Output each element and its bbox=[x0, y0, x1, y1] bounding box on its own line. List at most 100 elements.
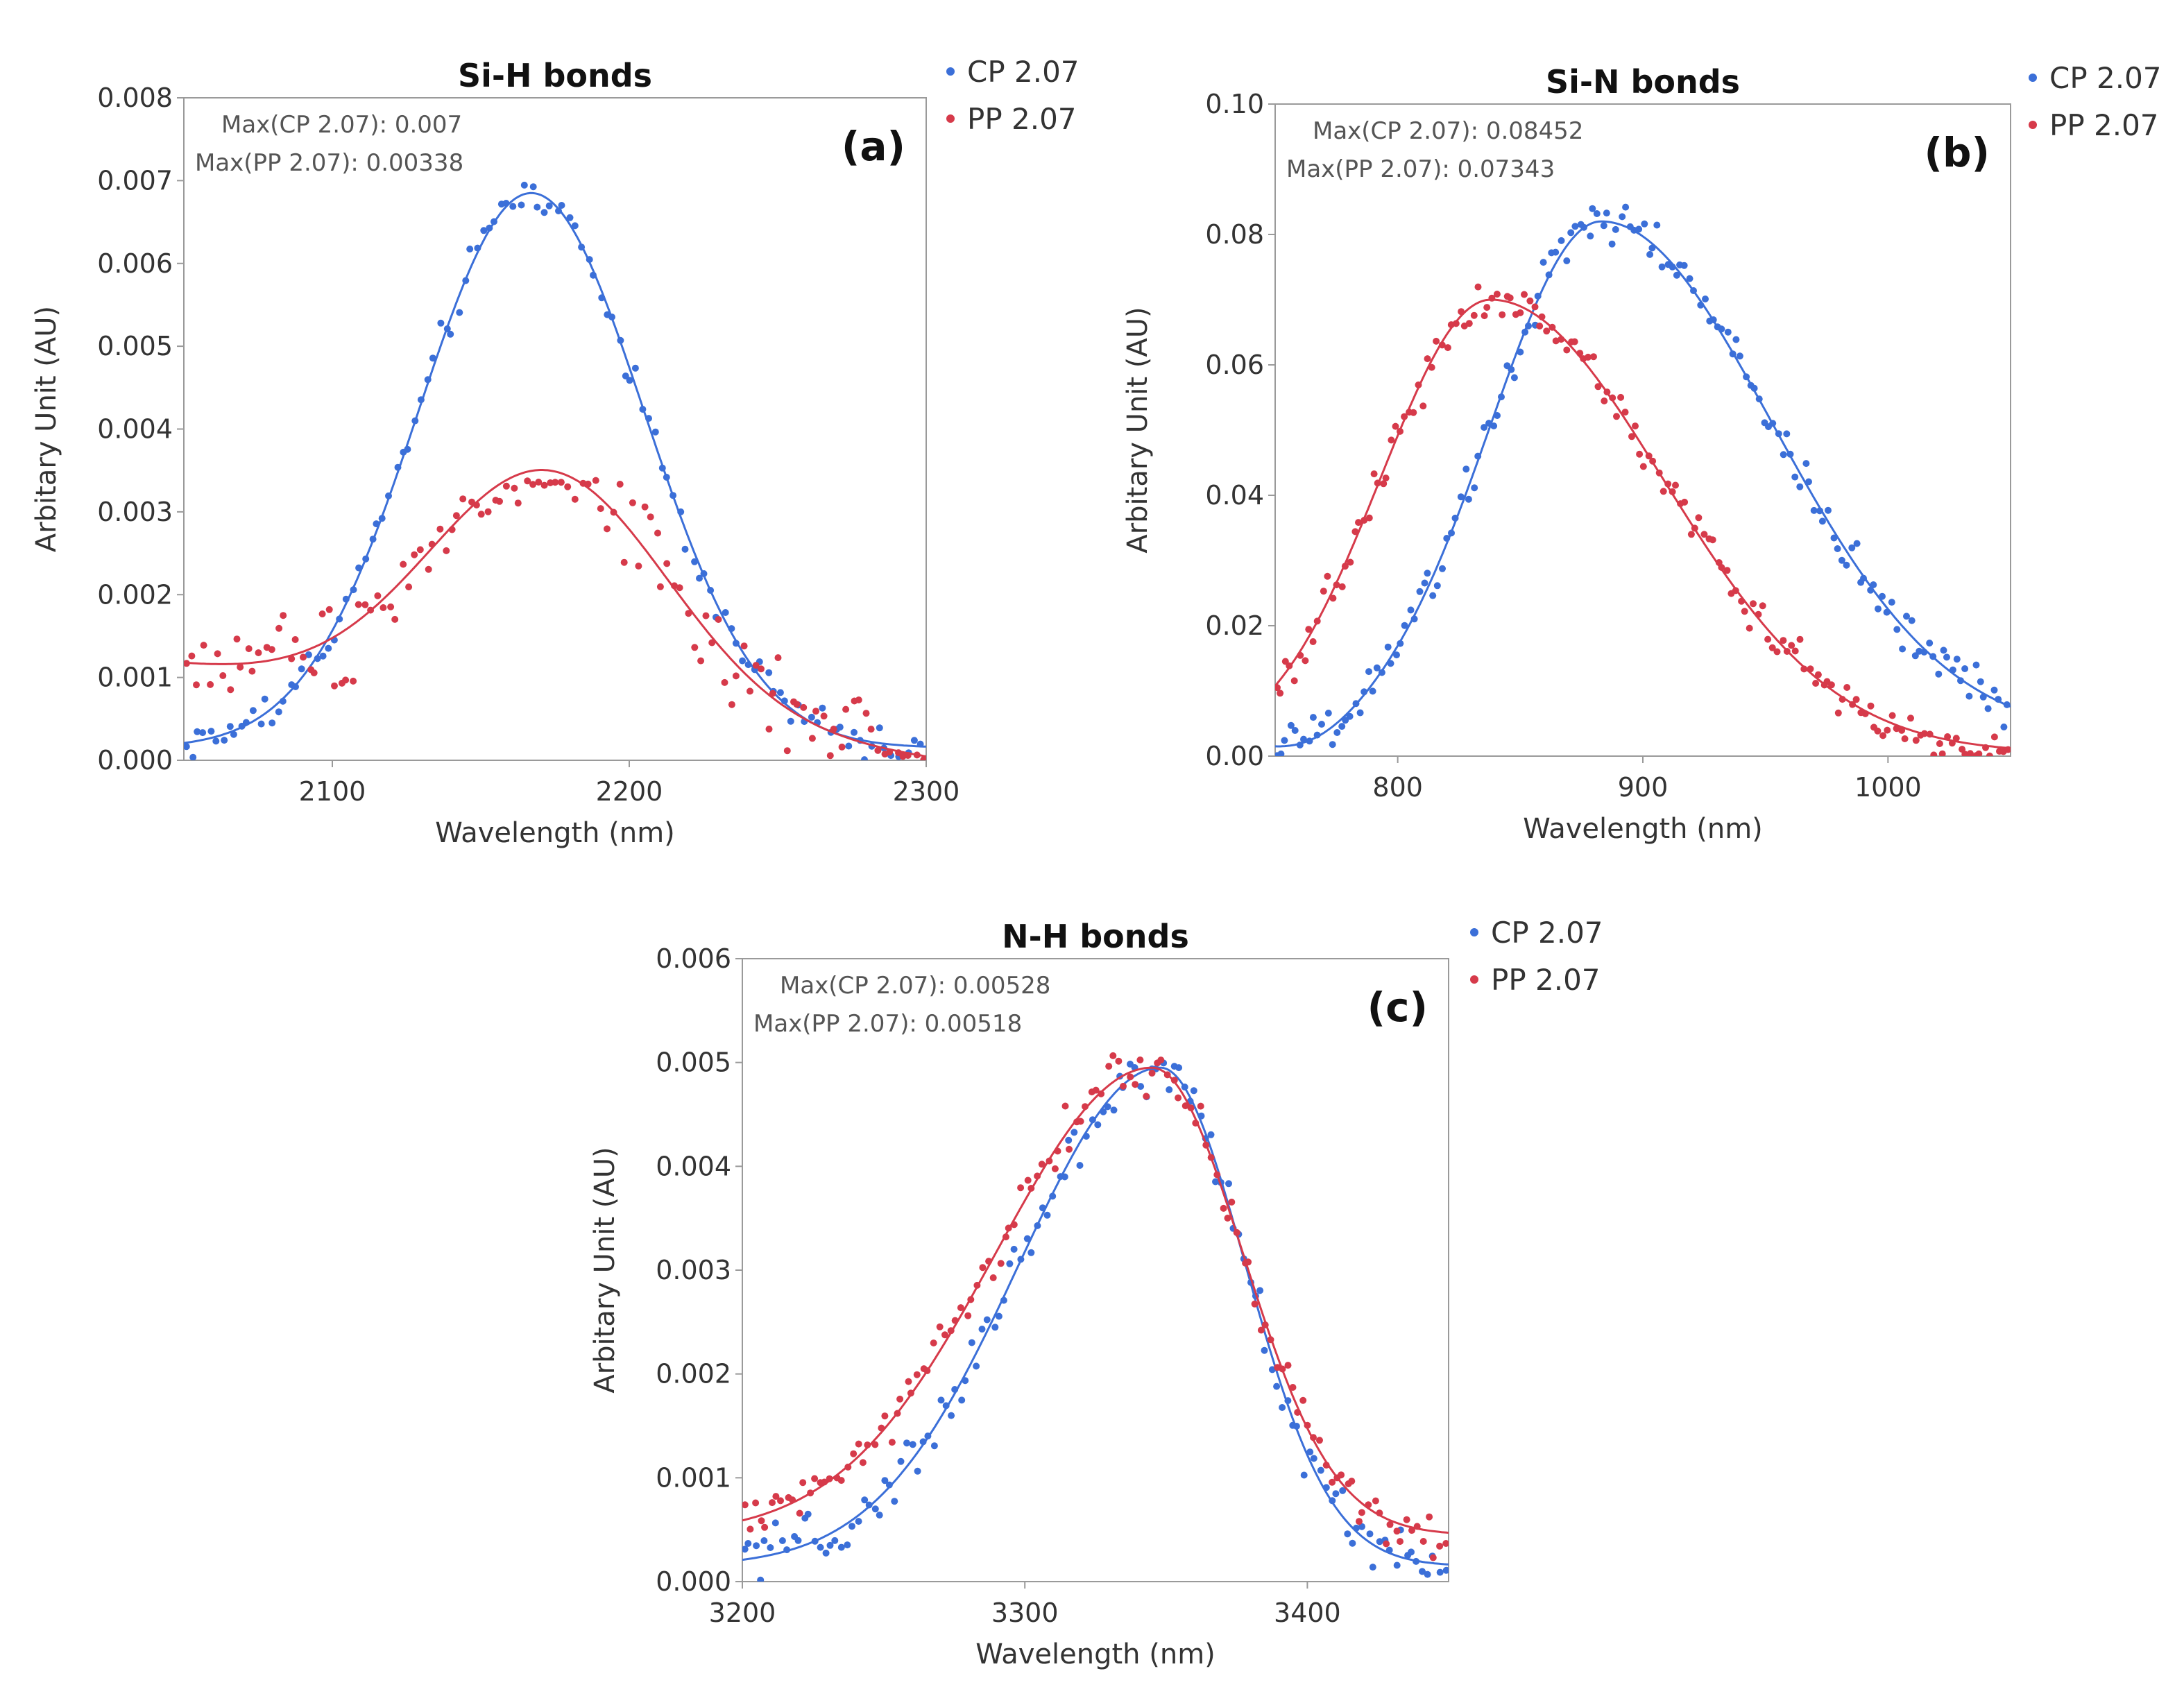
data-point bbox=[1680, 262, 1688, 269]
data-point bbox=[280, 612, 287, 619]
data-point bbox=[1105, 1063, 1113, 1070]
data-point bbox=[1672, 481, 1679, 489]
data-point bbox=[255, 649, 262, 656]
data-point bbox=[995, 1312, 1003, 1320]
legend-label: PP 2.07 bbox=[967, 102, 1077, 136]
data-point bbox=[214, 650, 221, 658]
data-point bbox=[248, 667, 256, 675]
data-point bbox=[331, 682, 338, 690]
data-point bbox=[1619, 213, 1626, 221]
data-point bbox=[850, 1450, 858, 1457]
data-point bbox=[1384, 643, 1392, 651]
data-point bbox=[1300, 1471, 1308, 1479]
data-point bbox=[1736, 352, 1743, 360]
data-point bbox=[1277, 750, 1285, 756]
panel-a: 0.000 0.001 0.002 0.003 0.004 0.005 0.006 0.007… bbox=[31, 55, 1080, 849]
data-point bbox=[1966, 750, 1974, 756]
data-point bbox=[1700, 531, 1708, 538]
data-point bbox=[188, 652, 196, 660]
data-point bbox=[1136, 1056, 1144, 1063]
data-point bbox=[1517, 309, 1524, 316]
data-point bbox=[817, 1543, 824, 1551]
data-point bbox=[342, 676, 350, 684]
data-point bbox=[1356, 1518, 1363, 1525]
legend-entry: PP 2.07 bbox=[1470, 963, 1601, 997]
data-point bbox=[1848, 544, 1856, 551]
data-point bbox=[622, 373, 629, 379]
data-point bbox=[1051, 1165, 1059, 1172]
data-point bbox=[437, 319, 445, 327]
data-point bbox=[1338, 583, 1346, 590]
data-point bbox=[769, 1499, 776, 1507]
data-point bbox=[1224, 1215, 1231, 1222]
data-point bbox=[1380, 480, 1388, 488]
legend-marker bbox=[2029, 121, 2037, 129]
data-point bbox=[777, 1497, 784, 1505]
data-point bbox=[867, 726, 875, 733]
data-point bbox=[1908, 617, 1916, 624]
data-point bbox=[1471, 484, 1478, 492]
data-point bbox=[1388, 436, 1395, 444]
data-point bbox=[1369, 687, 1376, 695]
data-point bbox=[1796, 483, 1804, 490]
data-point bbox=[891, 1498, 898, 1505]
data-point bbox=[831, 1537, 839, 1544]
data-point bbox=[459, 495, 467, 503]
data-point bbox=[765, 669, 773, 676]
data-point bbox=[1408, 1548, 1415, 1556]
data-point bbox=[896, 1395, 904, 1403]
data-point bbox=[909, 1441, 916, 1448]
data-point bbox=[447, 330, 454, 338]
data-point bbox=[913, 1371, 921, 1378]
data-point bbox=[874, 746, 882, 754]
data-point bbox=[855, 1440, 862, 1448]
data-point bbox=[233, 635, 241, 643]
data-point bbox=[1635, 225, 1643, 233]
data-point bbox=[1600, 222, 1607, 230]
data-point bbox=[1800, 665, 1808, 673]
data-point bbox=[1429, 1554, 1437, 1561]
data-point bbox=[1284, 1362, 1292, 1369]
data-point bbox=[1810, 506, 1818, 514]
x-tick-label: 2200 bbox=[596, 776, 663, 807]
data-point bbox=[1329, 741, 1336, 748]
data-point bbox=[443, 547, 450, 554]
data-point bbox=[979, 1264, 987, 1272]
data-point bbox=[1594, 383, 1602, 391]
data-point bbox=[1563, 346, 1571, 354]
data-point bbox=[881, 1477, 889, 1484]
y-tick-label: 0.002 bbox=[97, 579, 173, 610]
data-point bbox=[1830, 534, 1838, 542]
data-point bbox=[1621, 409, 1629, 416]
data-point bbox=[920, 756, 926, 760]
data-point bbox=[509, 203, 517, 210]
data-point bbox=[941, 1331, 948, 1339]
data-point bbox=[319, 652, 327, 660]
data-point bbox=[1310, 1455, 1317, 1462]
data-point bbox=[1066, 1145, 1073, 1153]
data-point bbox=[1207, 1131, 1215, 1138]
data-point bbox=[845, 742, 853, 750]
data-point bbox=[819, 704, 826, 712]
data-point bbox=[1309, 638, 1317, 645]
data-point bbox=[193, 681, 200, 689]
data-point bbox=[1290, 677, 1298, 685]
data-point bbox=[1166, 1086, 1173, 1093]
data-point bbox=[1347, 558, 1354, 566]
data-point bbox=[310, 669, 318, 676]
data-point bbox=[1536, 323, 1544, 330]
data-point bbox=[1874, 727, 1882, 735]
data-point bbox=[722, 609, 729, 616]
y-tick-label: 0.004 bbox=[656, 1151, 731, 1181]
data-point bbox=[1429, 592, 1437, 599]
data-point bbox=[1320, 588, 1327, 595]
data-point bbox=[696, 574, 703, 582]
data-point bbox=[978, 1326, 986, 1333]
data-point bbox=[1289, 1384, 1297, 1391]
data-point bbox=[1436, 1542, 1444, 1550]
legend-label: CP 2.07 bbox=[2049, 61, 2162, 95]
data-point bbox=[629, 499, 636, 506]
data-point bbox=[865, 1501, 873, 1509]
data-point bbox=[1109, 1052, 1117, 1059]
data-point bbox=[221, 737, 228, 744]
